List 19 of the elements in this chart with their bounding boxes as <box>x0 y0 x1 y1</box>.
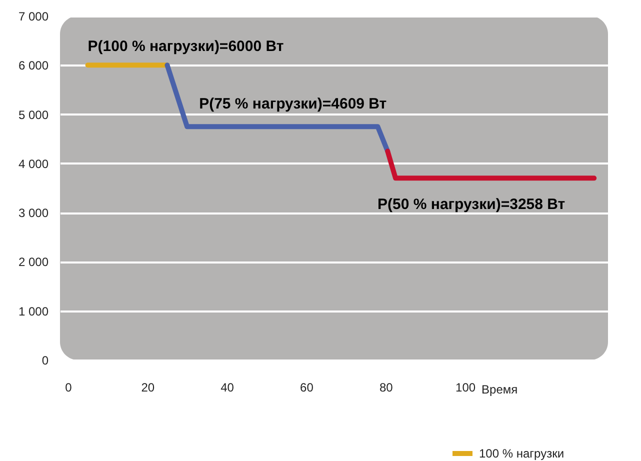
y-tick-label: 3 000 <box>18 206 49 220</box>
annotation: P(100 % нагрузки)=6000 Вт <box>88 38 284 56</box>
y-tick-label: 5 000 <box>18 108 49 122</box>
x-tick-label: 80 <box>379 380 394 394</box>
x-tick-label: 100 <box>456 380 476 394</box>
x-tick-label: 20 <box>141 380 155 394</box>
y-tick-label: 1 000 <box>18 304 49 318</box>
y-tick-label: 7 000 <box>18 10 49 24</box>
annotation: P(75 % нагрузки)=4609 Вт <box>199 96 387 113</box>
annotation: P(50 % нагрузки)=3258 Вт <box>378 196 566 214</box>
y-tick-label: 2 000 <box>18 255 49 270</box>
x-tick-label: 40 <box>220 380 234 394</box>
legend-label: 100 % нагрузки <box>479 446 564 460</box>
x-tick-label: 0 <box>65 380 72 394</box>
y-tick-label: 6 000 <box>18 58 49 73</box>
y-tick-label: 0 <box>42 354 49 368</box>
x-axis-title: Время <box>482 382 518 396</box>
x-tick-label: 60 <box>300 380 314 394</box>
y-tick-label: 4 000 <box>18 156 49 171</box>
